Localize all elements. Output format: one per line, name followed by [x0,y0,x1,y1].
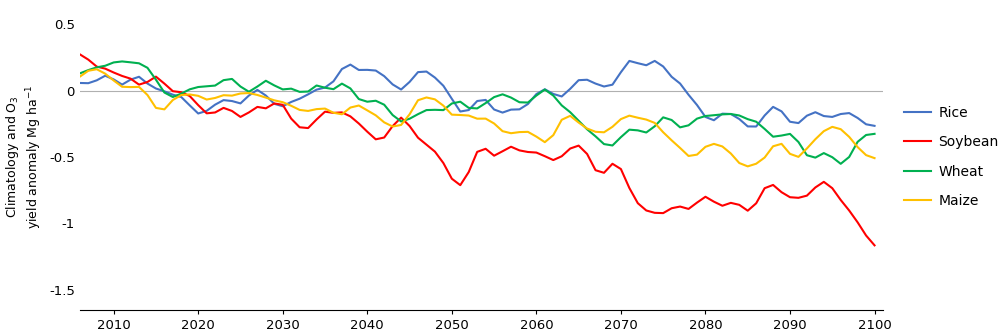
Maize [674,146,686,150]
Rice [750,125,762,129]
Wheat [665,118,677,122]
Line: Maize: Maize [80,69,875,166]
Wheat [623,128,635,132]
Maize [640,118,652,122]
Rice [632,61,644,65]
Rice [649,59,661,63]
Soybean [74,52,86,56]
Maize [665,138,677,142]
Soybean [615,167,627,171]
Line: Soybean: Soybean [80,54,875,245]
Wheat [640,130,652,134]
Rice [74,81,86,85]
Legend: Rice, Soybean, Wheat, Maize: Rice, Soybean, Wheat, Maize [898,100,1004,213]
Wheat [226,77,238,81]
Wheat [869,132,881,136]
Wheat [674,125,686,129]
Rice [665,75,677,79]
Wheat [74,71,86,75]
Rice [869,124,881,128]
Soybean [218,106,230,110]
Line: Wheat: Wheat [80,61,875,164]
Line: Rice: Rice [80,61,875,127]
Maize [226,94,238,98]
Rice [615,70,627,74]
Wheat [116,59,128,64]
Rice [108,77,120,81]
Maize [623,114,635,118]
Soybean [665,206,677,210]
Maize [91,67,103,71]
Wheat [835,162,847,166]
Maize [116,85,128,89]
Soybean [108,71,120,75]
Maize [869,156,881,160]
Y-axis label: Climatology and O$_3$
yield anomaly Mg ha$^{-1}$: Climatology and O$_3$ yield anomaly Mg h… [4,85,43,229]
Wheat [108,60,120,65]
Maize [74,75,86,79]
Soybean [632,201,644,205]
Maize [742,164,754,168]
Rice [218,98,230,102]
Soybean [869,243,881,247]
Soybean [657,211,669,215]
Rice [674,82,686,86]
